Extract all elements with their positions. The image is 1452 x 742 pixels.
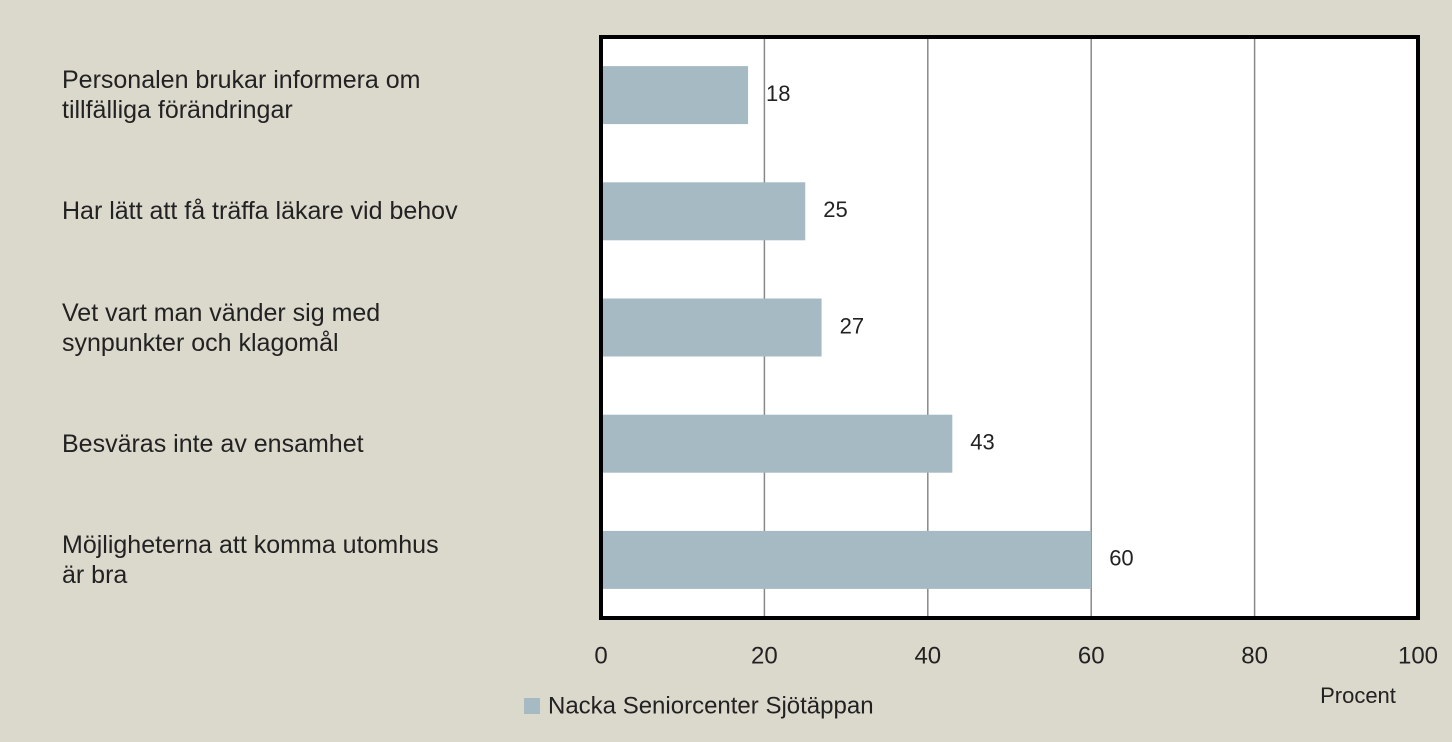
plot-border bbox=[599, 35, 1420, 620]
x-tick-label: 0 bbox=[594, 642, 607, 669]
y-tick-label: Personalen brukar informera om tillfälli… bbox=[62, 66, 421, 125]
data-label: 60 bbox=[1109, 546, 1133, 571]
data-label: 43 bbox=[970, 430, 994, 455]
x-axis-label: Procent bbox=[1320, 683, 1396, 708]
bar bbox=[601, 530, 1092, 589]
bar bbox=[601, 182, 806, 241]
x-tick-label: 80 bbox=[1241, 642, 1268, 669]
bar bbox=[601, 66, 749, 125]
bar bbox=[601, 298, 822, 357]
legend-label: Nacka Seniorcenter Sjötäppan bbox=[548, 692, 874, 719]
data-label: 27 bbox=[840, 313, 864, 338]
bar bbox=[601, 414, 953, 473]
y-tick-label: Har lätt att få träffa läkare vid behov bbox=[62, 197, 458, 226]
y-tick-label: Vet vart man vänder sig med synpunkter o… bbox=[62, 298, 381, 357]
x-tick-label: 40 bbox=[914, 642, 941, 669]
data-label: 25 bbox=[823, 197, 847, 222]
legend-swatch bbox=[524, 698, 540, 714]
x-tick-label: 60 bbox=[1078, 642, 1105, 669]
data-label: 18 bbox=[766, 81, 790, 106]
x-tick-label: 100 bbox=[1398, 642, 1438, 669]
y-tick-label: Besväras inte av ensamhet bbox=[62, 429, 364, 458]
x-tick-label: 20 bbox=[751, 642, 778, 669]
y-tick-label: Möjligheterna att komma utomhus är bra bbox=[62, 530, 439, 589]
